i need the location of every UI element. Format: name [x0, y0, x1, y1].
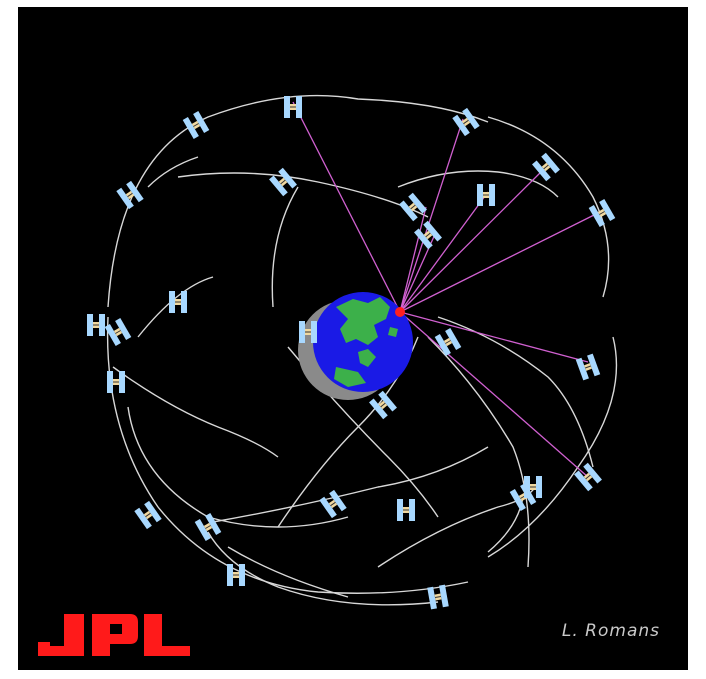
signal-line [399, 211, 601, 313]
orbit-path [207, 531, 439, 606]
satellite-icon [299, 321, 317, 343]
satellite-icon [575, 353, 601, 381]
satellite-icon [452, 107, 480, 137]
signal-line [399, 311, 589, 478]
author-credit: L. Romans [561, 621, 660, 641]
earth-globe-icon [298, 292, 413, 400]
satellite-icon [434, 327, 462, 357]
satellite-icon [269, 167, 297, 197]
satellite-icon [414, 220, 442, 250]
satellite-icon [399, 192, 427, 222]
satellite-icon [134, 500, 162, 530]
orbit-path [271, 186, 299, 308]
satellites [87, 96, 616, 610]
satellite-icon [532, 152, 560, 182]
signal-line [399, 164, 549, 313]
satellite-icon [104, 317, 132, 347]
receiver-icon [395, 307, 405, 317]
jpl-logo [38, 614, 190, 656]
orbit-path [147, 156, 199, 188]
satellite-icon [227, 564, 245, 586]
satellite-icon [574, 462, 602, 492]
orbit-path [487, 116, 610, 298]
satellite-icon [194, 512, 222, 542]
orbit-path [427, 336, 530, 568]
gps-constellation-diagram: L. Romans [18, 7, 688, 670]
satellite-icon [116, 180, 144, 210]
satellite-icon [369, 390, 397, 420]
orbit-path [212, 446, 489, 523]
orbit-path [227, 546, 349, 598]
satellite-icon [397, 499, 415, 521]
orbit-path [106, 316, 469, 594]
satellite-icon [319, 489, 347, 519]
constellation-scene [87, 94, 618, 610]
orbit-lines [106, 94, 618, 606]
satellite-icon [588, 198, 616, 228]
signal-line [399, 191, 489, 313]
satellite-icon [182, 110, 210, 140]
satellite-icon [169, 291, 187, 313]
signal-line [399, 206, 427, 313]
signal-line [399, 118, 464, 313]
orbit-path [377, 476, 539, 568]
orbit-path [177, 172, 429, 218]
orbit-path [397, 170, 559, 198]
signal-lines [292, 101, 601, 478]
satellite-icon [107, 371, 125, 393]
orbit-path [137, 276, 214, 338]
satellite-icon [284, 96, 302, 118]
orbit-path [437, 316, 594, 468]
signal-line [292, 101, 401, 313]
satellite-icon [87, 314, 105, 336]
orbit-path [112, 366, 279, 458]
orbit-path [487, 336, 618, 558]
satellite-icon [524, 476, 542, 498]
signal-line [399, 311, 589, 363]
satellite-icon [427, 584, 449, 610]
orbit-path [107, 94, 489, 308]
satellite-icon [477, 184, 495, 206]
orbit-path [127, 406, 349, 528]
